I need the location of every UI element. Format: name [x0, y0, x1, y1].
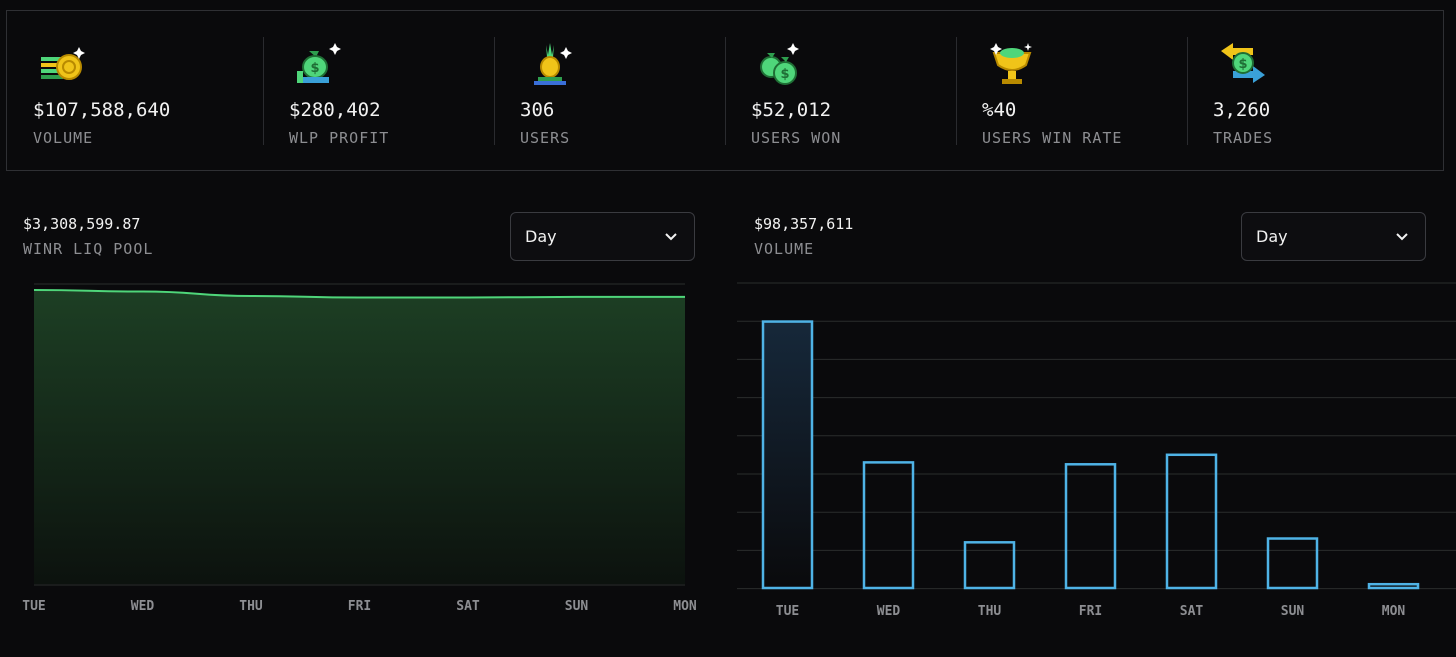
- stat-divider: [1187, 37, 1188, 145]
- volume-bar-chart: TUE WED THU FRI SAT SUN MON: [737, 282, 1456, 619]
- stat-users: 306 USERS: [494, 11, 725, 170]
- stat-label: USERS WON: [751, 129, 842, 147]
- x-tick-label: WED: [877, 604, 901, 619]
- period-select-value: Day: [1256, 227, 1288, 246]
- bar-sun: [1266, 537, 1319, 590]
- stats-panel: $107,588,640 VOLUME $ $280,402 WLP PROFI…: [6, 10, 1444, 171]
- liq-pool-value: $3,308,599.87: [23, 215, 141, 233]
- stat-label: VOLUME: [33, 129, 94, 147]
- bar-mon: [1367, 582, 1420, 590]
- svg-text:$: $: [310, 61, 319, 76]
- exchange-arrows-icon: $: [1221, 43, 1265, 83]
- money-bags-icon: $: [760, 43, 799, 85]
- x-tick-label: SUN: [1281, 604, 1305, 619]
- stat-volume: $107,588,640 VOLUME: [7, 11, 263, 170]
- x-tick-label: SAT: [456, 599, 480, 614]
- pineapple-user-icon: [534, 43, 572, 85]
- x-tick-label: SUN: [565, 599, 589, 614]
- liq-pool-area-chart: TUE WED THU FRI SAT SUN MON: [22, 283, 697, 614]
- volume-label: VOLUME: [754, 240, 815, 258]
- x-tick-label: MON: [673, 599, 697, 614]
- bar-fri: [1064, 463, 1117, 590]
- series-line: [33, 289, 685, 299]
- stat-wlp-profit: $ $280,402 WLP PROFIT: [263, 11, 494, 170]
- x-tick-label: FRI: [348, 599, 371, 614]
- svg-text:$: $: [1238, 57, 1247, 72]
- stat-users-won: $ $52,012 USERS WON: [725, 11, 956, 170]
- stat-users-win-rate: %40 USERS WIN RATE: [956, 11, 1187, 170]
- stat-value: $107,588,640: [33, 99, 171, 121]
- stat-divider: [494, 37, 495, 145]
- chevron-down-icon: [665, 233, 677, 241]
- bar-thu: [963, 541, 1016, 590]
- volume-value: $98,357,611: [754, 215, 854, 233]
- liq-pool-label: WINR LIQ POOL: [23, 240, 154, 258]
- bar-wed: [862, 461, 915, 590]
- stat-divider: [263, 37, 264, 145]
- money-bag-hand-icon: $: [297, 43, 341, 83]
- x-tick-label: THU: [978, 604, 1002, 619]
- stat-label: WLP PROFIT: [289, 129, 390, 147]
- x-tick-label: SAT: [1180, 604, 1204, 619]
- chevron-down-icon: [1396, 233, 1408, 241]
- bar-tue: [761, 320, 814, 590]
- area-fill: [34, 290, 685, 584]
- bar-sat: [1165, 453, 1218, 590]
- stat-trades: $ 3,260 TRADES: [1187, 11, 1443, 170]
- svg-text:$: $: [780, 67, 789, 82]
- stat-label: USERS: [520, 129, 571, 147]
- coin-stack-icon: [41, 47, 85, 80]
- liq-pool-period-select[interactable]: Day: [510, 212, 695, 261]
- stat-label: USERS WIN RATE: [982, 129, 1123, 147]
- trophy-icon: [990, 43, 1032, 84]
- stat-divider: [956, 37, 957, 145]
- x-tick-label: FRI: [1079, 604, 1102, 619]
- stat-value: 3,260: [1213, 99, 1271, 121]
- stat-divider: [725, 37, 726, 145]
- x-tick-label: THU: [239, 599, 263, 614]
- stat-value: 306: [520, 99, 555, 121]
- stat-value: %40: [982, 99, 1017, 121]
- stat-label: TRADES: [1213, 129, 1274, 147]
- x-tick-label: MON: [1382, 604, 1406, 619]
- stat-value: $52,012: [751, 99, 832, 121]
- x-tick-label: TUE: [22, 599, 45, 614]
- stat-value: $280,402: [289, 99, 381, 121]
- period-select-value: Day: [525, 227, 557, 246]
- x-tick-label: WED: [131, 599, 155, 614]
- volume-period-select[interactable]: Day: [1241, 212, 1426, 261]
- x-tick-label: TUE: [776, 604, 799, 619]
